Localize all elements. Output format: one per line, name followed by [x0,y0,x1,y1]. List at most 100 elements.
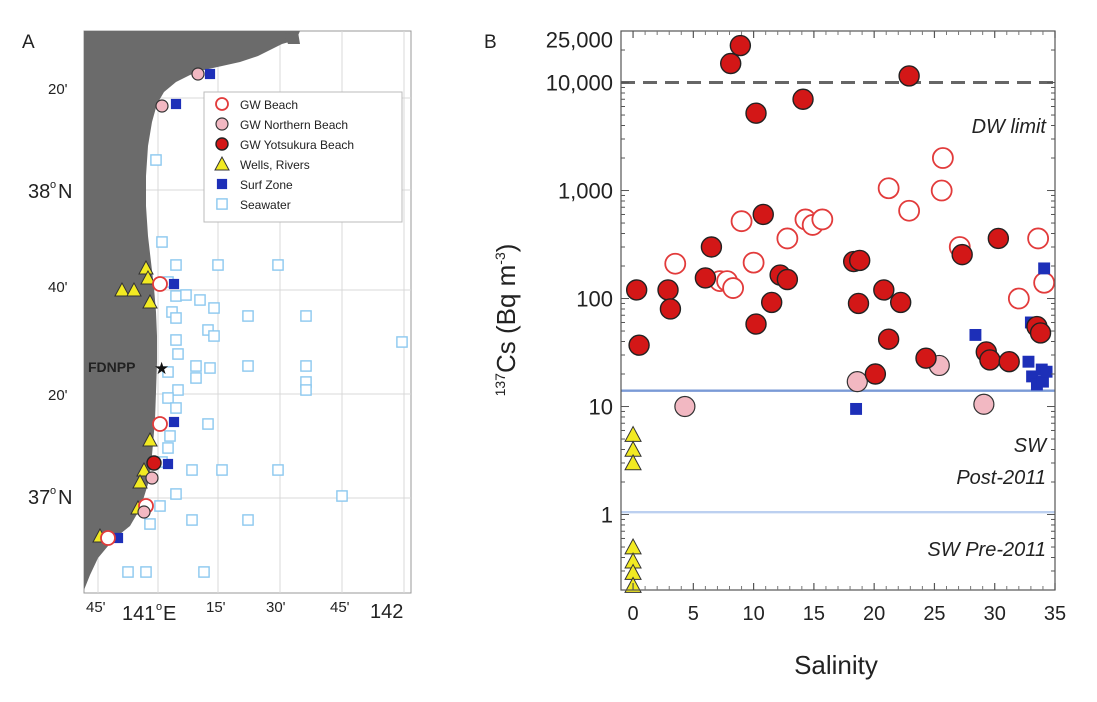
seawater-marker [198,566,210,578]
legend-marker [214,155,230,171]
lon-label-141-e: E [163,603,176,625]
seawater-marker [170,334,182,346]
y-tick-label: 10 [589,395,613,420]
well-marker [142,431,158,447]
seawater-marker [170,290,182,302]
legend-label: Surf Zone [240,178,293,192]
y-axis-label-end: ) [491,244,521,253]
data-point [700,236,723,258]
data-point [873,279,895,301]
seawater-marker [208,330,220,342]
data-point [898,65,920,87]
data-point [674,395,696,418]
legend-label: Wells, Rivers [240,158,310,172]
lat-label-20s: 20' [48,387,68,404]
seawater-marker [164,430,176,442]
gw-northern-marker [145,471,159,485]
data-point [745,102,767,124]
legend-label: Seawater [240,198,291,212]
seawater-marker [186,464,198,476]
well-marker [142,293,158,309]
lat-label-20n: 20' [48,81,68,98]
legend-label: GW Beach [240,98,298,112]
fdnpp-star-icon: ★ [154,359,169,378]
sw-pre-label: SW Pre-2011 [927,539,1046,561]
seawater-marker [154,500,166,512]
seawater-marker [300,360,312,372]
seawater-marker [208,302,220,314]
data-point [628,334,650,356]
data-point [979,349,1001,371]
seawater-marker [190,372,202,384]
lat-label-37-n: N [58,487,72,509]
legend-marker [216,178,228,190]
data-point [877,328,900,350]
surf-zone-marker [168,416,180,428]
data-point [864,363,887,385]
data-point [760,291,783,314]
seawater-marker [212,259,224,271]
legend-marker [215,137,229,151]
x-tick-label: 25 [923,603,945,625]
data-point [624,453,642,471]
well-marker [132,473,148,489]
data-point [915,347,937,369]
legend-marker [215,97,229,111]
svg-text:o: o [50,179,56,191]
lon-label-45e: 45' [330,599,350,616]
data-point [973,393,995,415]
seawater-marker [216,464,228,476]
seawater-marker [272,259,284,271]
seawater-marker [194,294,206,306]
data-point [694,267,717,289]
seawater-marker [170,259,182,271]
well-marker [126,281,142,297]
legend-label: GW Northern Beach [240,118,348,132]
data-point [969,328,982,341]
map-panel: A 20' 38 o N 40' 20' 37 o N 45' 141 o E … [22,30,412,625]
seawater-marker [204,362,216,374]
plot-frame [620,30,1056,591]
well-marker [140,269,156,285]
y-axis-label: 137Cs (Bq m-3) [491,244,521,397]
seawater-marker [272,464,284,476]
data-point [625,279,648,301]
data-point [889,291,912,314]
island [284,32,300,44]
seawater-marker [186,514,198,526]
data-point [1030,378,1043,391]
gw-northern-marker [155,99,169,113]
svg-text:o: o [156,601,162,613]
data-point [624,425,642,442]
surf-zone-marker [204,68,216,80]
surf-zone-marker [170,98,182,110]
data-point [792,88,814,110]
x-tick-label: 15 [803,603,825,625]
data-point [850,402,863,415]
y-tick-label: 10,000 [546,71,613,96]
data-point [951,243,973,266]
lon-label-30: 30' [266,599,286,616]
data-point [722,277,745,299]
surf-zone-marker [162,458,174,470]
seawater-marker [336,490,348,502]
panel-a-label: A [22,32,35,53]
data-point [1022,355,1035,368]
reference-lines [621,81,1055,514]
data-point [811,208,834,231]
gw-yotsukura-marker [146,455,162,471]
data-point [1026,370,1039,383]
y-tick-label: 1,000 [558,179,613,204]
data-point [745,313,767,335]
seawater-marker [162,442,174,454]
data-points [624,34,1056,593]
lat-label-38-n: N [58,181,72,203]
seawater-marker [300,384,312,396]
svg-text:o: o [50,485,56,497]
legend-box [203,91,403,223]
gw-beach-marker [152,416,168,432]
well-marker [114,281,130,297]
seawater-marker [190,360,202,372]
lon-label-142: 142 [370,601,403,623]
gw-beach-marker [152,276,168,292]
